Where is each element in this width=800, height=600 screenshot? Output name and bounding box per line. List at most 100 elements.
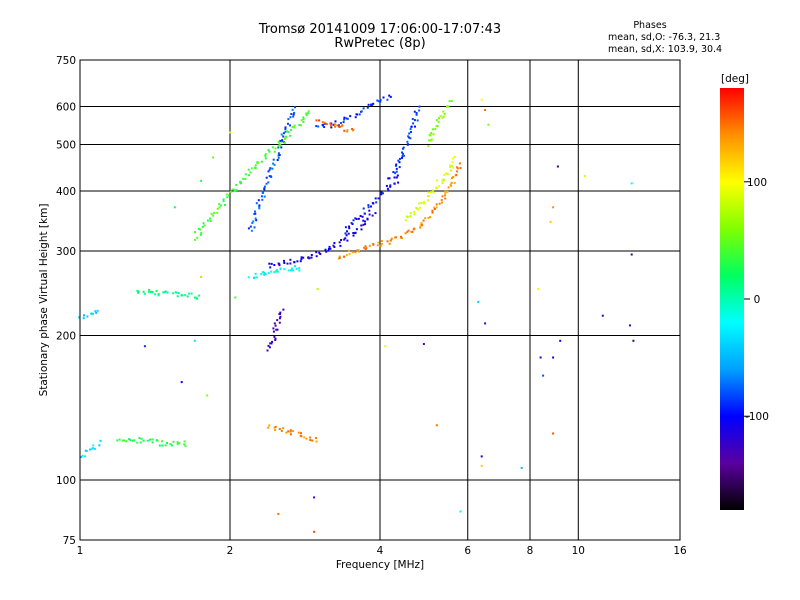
echo-point bbox=[420, 202, 423, 204]
echo-point bbox=[279, 311, 282, 314]
echo-point bbox=[290, 128, 293, 131]
colorbar-tick-label: 0 bbox=[754, 294, 761, 306]
echo-point bbox=[166, 291, 169, 294]
echo-point bbox=[325, 250, 328, 253]
echo-point bbox=[93, 447, 96, 450]
echo-point bbox=[440, 199, 443, 201]
echo-point bbox=[344, 232, 347, 235]
echo-point bbox=[285, 431, 288, 434]
echo-point bbox=[289, 429, 292, 432]
echo-point bbox=[352, 219, 355, 222]
echo-point bbox=[329, 124, 332, 127]
echo-point bbox=[279, 268, 282, 271]
echo-point bbox=[442, 178, 445, 181]
phase-colorbar bbox=[720, 88, 744, 510]
echo-point bbox=[364, 245, 367, 248]
echo-point bbox=[367, 103, 370, 106]
echo-point bbox=[142, 290, 145, 293]
echo-point bbox=[293, 124, 296, 127]
echo-point bbox=[315, 125, 318, 128]
echo-point bbox=[364, 220, 366, 223]
echo-point bbox=[436, 125, 439, 128]
echo-point bbox=[367, 206, 370, 209]
echo-point bbox=[277, 156, 280, 159]
echo-point bbox=[267, 149, 270, 152]
echo-point bbox=[480, 464, 483, 467]
echo-point bbox=[222, 198, 225, 201]
echo-point bbox=[389, 184, 392, 187]
echo-point bbox=[432, 128, 434, 131]
echo-point bbox=[286, 262, 289, 265]
echo-point bbox=[386, 98, 389, 101]
echo-point bbox=[549, 220, 552, 223]
echo-point bbox=[419, 224, 422, 227]
echo-point bbox=[164, 444, 167, 447]
echo-point bbox=[284, 130, 287, 133]
echo-point bbox=[276, 270, 279, 273]
echo-point bbox=[484, 109, 487, 111]
echo-point bbox=[451, 177, 453, 180]
echo-point bbox=[278, 428, 281, 430]
echo-point bbox=[309, 436, 312, 439]
echo-point bbox=[298, 269, 301, 272]
echo-point bbox=[184, 445, 187, 448]
echo-point bbox=[176, 443, 179, 446]
echo-point bbox=[200, 179, 203, 182]
echo-point bbox=[143, 292, 146, 295]
chart-title: Tromsø 20141009 17:06:00-17:07:43 bbox=[258, 22, 502, 37]
echo-point bbox=[444, 190, 447, 193]
echo-point bbox=[421, 224, 424, 227]
echo-point bbox=[323, 121, 326, 124]
echo-point bbox=[255, 276, 258, 279]
echo-point bbox=[334, 125, 336, 128]
echo-point bbox=[226, 196, 229, 199]
echo-point bbox=[487, 123, 490, 126]
echo-point bbox=[363, 246, 365, 249]
echo-point bbox=[269, 167, 272, 170]
echo-point bbox=[292, 113, 295, 116]
echo-point bbox=[282, 308, 285, 311]
echo-point bbox=[249, 171, 252, 174]
echo-point bbox=[252, 220, 255, 223]
echo-point bbox=[313, 496, 316, 499]
echo-point bbox=[414, 125, 416, 128]
echo-point bbox=[273, 426, 276, 429]
echo-point bbox=[284, 126, 287, 129]
echo-point bbox=[267, 344, 270, 347]
echo-point bbox=[266, 349, 269, 352]
x-tick-label: 6 bbox=[464, 545, 471, 557]
echo-point bbox=[291, 430, 294, 433]
echo-point bbox=[435, 119, 438, 122]
echo-point bbox=[423, 202, 426, 205]
echo-point bbox=[330, 126, 333, 129]
echo-point bbox=[283, 268, 286, 271]
echo-point bbox=[194, 296, 197, 299]
echo-point bbox=[151, 291, 154, 293]
echo-point bbox=[278, 154, 281, 156]
echo-point bbox=[459, 510, 462, 513]
echo-point bbox=[264, 157, 267, 160]
echo-point bbox=[250, 167, 253, 170]
echo-point bbox=[258, 207, 261, 210]
echo-point bbox=[396, 174, 399, 177]
echo-point bbox=[450, 181, 453, 184]
echo-point bbox=[450, 100, 453, 102]
echo-point bbox=[149, 290, 152, 293]
echo-point bbox=[268, 168, 271, 171]
phases-o-stats: mean, sd,O: -76.3, 21.3 bbox=[608, 32, 721, 43]
echo-point bbox=[267, 272, 270, 274]
echo-point bbox=[324, 248, 327, 251]
echo-point bbox=[270, 342, 273, 345]
echo-point bbox=[401, 151, 403, 154]
echo-point bbox=[413, 210, 415, 213]
echo-point bbox=[136, 289, 139, 292]
echo-point bbox=[410, 230, 413, 233]
echo-point bbox=[366, 106, 369, 109]
echo-point bbox=[376, 244, 379, 247]
echo-point bbox=[229, 131, 231, 134]
echo-point bbox=[408, 136, 411, 139]
echo-point bbox=[300, 432, 302, 435]
echo-point bbox=[407, 135, 410, 138]
echo-point bbox=[305, 437, 308, 440]
